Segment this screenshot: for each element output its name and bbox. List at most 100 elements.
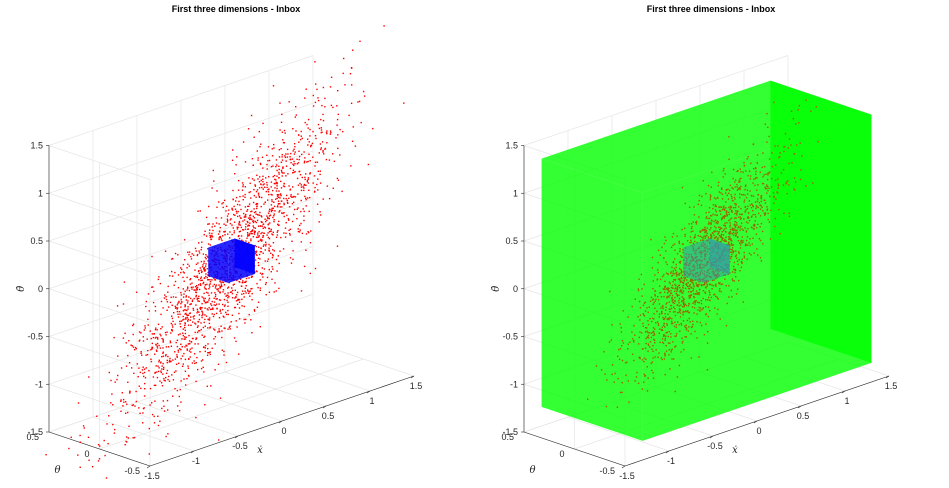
data-point (644, 331, 647, 333)
data-point (256, 219, 259, 222)
data-point (731, 187, 733, 189)
data-point (728, 244, 731, 246)
data-point (239, 195, 241, 198)
data-point (675, 272, 677, 274)
data-point (234, 289, 236, 291)
data-point (740, 217, 742, 220)
data-point (699, 321, 701, 324)
data-point (278, 149, 280, 151)
data-point (692, 323, 694, 326)
data-point (218, 223, 220, 225)
data-point (210, 385, 212, 387)
data-point (125, 342, 127, 344)
data-point (670, 246, 673, 248)
data-point (251, 230, 254, 232)
data-point (324, 147, 327, 150)
data-point (672, 232, 675, 235)
data-point (241, 189, 244, 191)
data-point (690, 291, 693, 293)
data-point (221, 336, 223, 339)
data-point (713, 230, 715, 233)
data-point (685, 336, 688, 338)
data-point (718, 206, 720, 208)
data-point (158, 344, 160, 347)
data-point (174, 305, 176, 308)
data-point (238, 221, 241, 224)
data-point (247, 217, 250, 219)
data-point (145, 354, 147, 356)
data-point (199, 307, 202, 309)
data-point (226, 299, 228, 302)
data-point (166, 331, 168, 333)
data-point (283, 197, 285, 200)
data-point (319, 214, 322, 216)
data-point (269, 222, 271, 224)
data-point (200, 269, 202, 271)
data-point (140, 387, 142, 390)
data-point (793, 177, 796, 179)
data-point (266, 276, 269, 279)
data-point (710, 186, 712, 188)
box-face (770, 80, 872, 363)
y-tick-label: 0 (84, 449, 89, 459)
data-point (191, 282, 193, 284)
data-point (730, 232, 732, 234)
data-point (805, 185, 807, 187)
data-point (266, 168, 268, 170)
data-point (278, 262, 280, 265)
data-point (200, 284, 202, 286)
data-point (200, 246, 203, 249)
data-point (272, 175, 274, 178)
data-point (692, 288, 695, 290)
data-point (266, 219, 268, 221)
data-point (613, 381, 615, 383)
data-point (643, 361, 645, 363)
data-point (274, 187, 276, 189)
x-tick-label: -1 (667, 456, 675, 466)
x-tick-mark (841, 390, 846, 394)
data-point (735, 210, 737, 212)
data-point (216, 308, 218, 310)
data-point (674, 288, 676, 290)
data-point (214, 336, 217, 338)
data-point (167, 306, 170, 308)
data-point (731, 247, 734, 249)
data-point (651, 369, 653, 372)
data-point (200, 328, 202, 331)
data-point (709, 228, 711, 231)
data-point (754, 201, 757, 203)
data-point (759, 239, 762, 242)
data-point (793, 188, 795, 190)
data-point (257, 157, 259, 159)
data-point (300, 189, 303, 192)
data-point (165, 372, 168, 374)
data-point (651, 267, 654, 269)
data-point (708, 238, 710, 240)
data-point (363, 95, 366, 97)
data-point (258, 181, 261, 183)
data-point (204, 270, 206, 272)
data-point (655, 349, 657, 351)
data-point (272, 189, 274, 192)
data-point (244, 281, 247, 283)
data-point (671, 284, 674, 287)
data-point (303, 210, 305, 213)
z-tick-label: 0 (513, 284, 518, 294)
data-point (265, 177, 267, 179)
data-point (773, 202, 775, 204)
data-point (747, 156, 749, 158)
data-point (250, 197, 252, 199)
data-point (207, 301, 209, 303)
data-point (261, 239, 263, 241)
data-point (333, 160, 336, 162)
data-point (731, 249, 733, 251)
data-point (667, 313, 669, 315)
data-point (279, 129, 281, 131)
data-point (262, 167, 264, 169)
data-point (665, 303, 667, 305)
data-point (728, 232, 730, 235)
data-point (156, 345, 158, 347)
data-point (281, 113, 283, 116)
data-point (739, 270, 741, 272)
data-point (672, 281, 674, 283)
